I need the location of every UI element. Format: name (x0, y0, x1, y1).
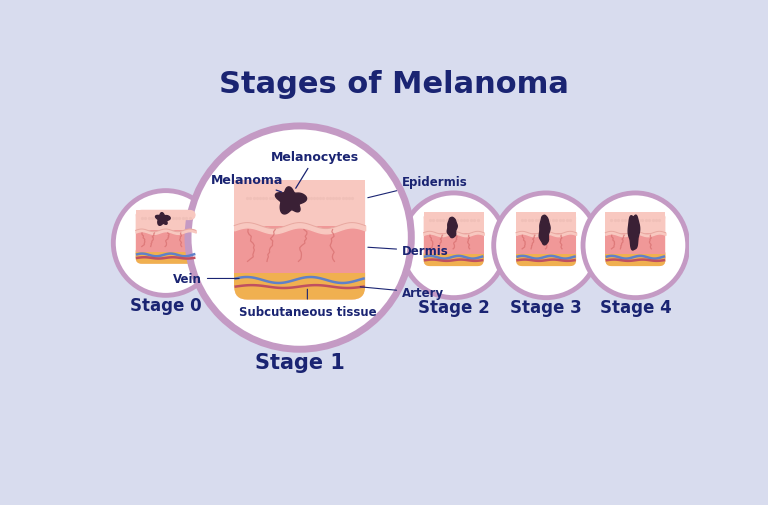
FancyBboxPatch shape (605, 249, 665, 267)
FancyBboxPatch shape (516, 213, 576, 267)
Text: Melanoma: Melanoma (211, 174, 283, 192)
Bar (605, 213, 665, 233)
Polygon shape (628, 216, 640, 250)
Text: Melanocytes: Melanocytes (271, 151, 359, 189)
Text: Stage 1: Stage 1 (255, 352, 345, 372)
Polygon shape (539, 216, 550, 245)
FancyBboxPatch shape (234, 261, 365, 300)
Text: Stage 2: Stage 2 (418, 298, 489, 316)
Text: Stage 4: Stage 4 (600, 298, 671, 316)
Text: Stages of Melanoma: Stages of Melanoma (219, 70, 568, 99)
FancyBboxPatch shape (516, 249, 576, 267)
Text: Stage 0: Stage 0 (130, 296, 201, 314)
Circle shape (114, 191, 218, 296)
Text: Artery: Artery (360, 287, 444, 299)
Bar (424, 233, 484, 255)
Bar (234, 226, 365, 274)
Bar (136, 231, 196, 252)
Text: Epidermis: Epidermis (368, 176, 468, 198)
FancyBboxPatch shape (424, 213, 484, 267)
Circle shape (583, 193, 687, 298)
Bar (424, 251, 484, 261)
FancyBboxPatch shape (605, 213, 665, 223)
Circle shape (494, 193, 598, 298)
FancyBboxPatch shape (424, 249, 484, 267)
Polygon shape (276, 187, 306, 215)
Bar (516, 213, 576, 233)
Bar (605, 233, 665, 255)
Text: Stage 3: Stage 3 (510, 298, 582, 316)
Bar (424, 213, 484, 233)
FancyBboxPatch shape (234, 181, 365, 204)
Text: Vein: Vein (173, 272, 239, 285)
FancyBboxPatch shape (136, 246, 196, 264)
Bar (136, 211, 196, 231)
Bar (605, 251, 665, 261)
FancyBboxPatch shape (516, 213, 576, 223)
Circle shape (188, 127, 412, 349)
FancyBboxPatch shape (605, 213, 665, 267)
FancyBboxPatch shape (136, 211, 196, 264)
Bar (234, 267, 365, 287)
Bar (234, 181, 365, 226)
FancyBboxPatch shape (424, 213, 484, 223)
Text: Subcutaneous tissue: Subcutaneous tissue (239, 290, 376, 318)
FancyBboxPatch shape (136, 211, 196, 221)
Bar (136, 249, 196, 258)
Bar (516, 251, 576, 261)
Bar (516, 233, 576, 255)
Polygon shape (447, 218, 457, 238)
Circle shape (402, 193, 506, 298)
Polygon shape (156, 213, 170, 226)
FancyBboxPatch shape (234, 181, 365, 300)
Text: Dermis: Dermis (368, 245, 449, 258)
